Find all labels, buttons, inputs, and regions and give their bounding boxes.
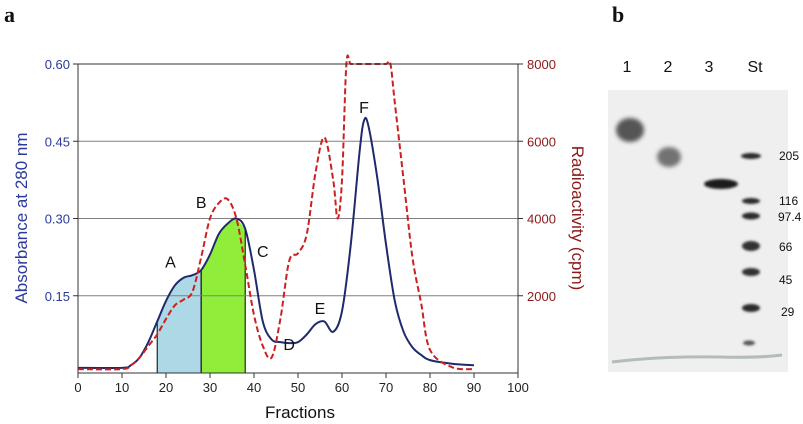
peak-label-f: F — [359, 100, 369, 117]
marker-label-205: 205 — [779, 149, 799, 163]
std-band-45 — [742, 304, 760, 312]
peak-label-c: C — [257, 244, 269, 261]
right-axis-title: Radioactivity (cpm) — [568, 146, 587, 291]
peak-label-e: E — [315, 301, 326, 318]
panel-label-b: b — [612, 2, 624, 27]
lane2-band — [657, 147, 681, 167]
lane-label-1: 1 — [623, 59, 632, 76]
x-tick-label-0: 0 — [74, 380, 81, 395]
lane1-band — [616, 118, 644, 142]
y-right-tick-label-2: 6000 — [527, 134, 556, 149]
panel-label-a: a — [4, 2, 15, 27]
std-band-116 — [742, 198, 760, 204]
tick-labels: 0 10 20 30 40 50 60 70 80 90 100 0.15 0.30 0.45 0.60 20… — [45, 57, 556, 395]
marker-label-97: 97.4 — [778, 210, 802, 224]
x-tick-label-8: 80 — [423, 380, 437, 395]
y-right-tick-label-1: 4000 — [527, 212, 556, 227]
x-tick-label-7: 70 — [379, 380, 393, 395]
std-band-97 — [742, 212, 760, 220]
x-tick-label-10: 100 — [507, 380, 529, 395]
marker-label-116: 116 — [779, 194, 798, 208]
x-axis-title: Fractions — [265, 403, 335, 422]
radioactivity-line — [77, 54, 475, 371]
absorbance-line — [77, 116, 475, 370]
fraction-chart: 0 10 20 30 40 50 60 70 80 90 100 0.15 0.30 0.45 0.60 20… — [12, 54, 587, 422]
x-tick-label-5: 50 — [291, 380, 305, 395]
peak-label-a: A — [165, 254, 176, 271]
x-tick-label-6: 60 — [335, 380, 349, 395]
gel-image: 1 2 3 St 205 116 97.4 66 45 29 — [608, 59, 802, 372]
x-tick-label-3: 30 — [203, 380, 217, 395]
peak-labels: A B C D E F — [165, 100, 369, 354]
lane-label-2: 2 — [664, 59, 673, 76]
x-tick-label-2: 20 — [159, 380, 173, 395]
y-left-tick-label-1: 0.30 — [45, 212, 70, 227]
peak-label-b: B — [196, 195, 207, 212]
lane-label-st: St — [747, 59, 763, 76]
y-right-tick-label-0: 2000 — [527, 289, 556, 304]
marker-label-66: 66 — [779, 240, 793, 254]
gridlines — [78, 63, 518, 297]
marker-label-29: 29 — [781, 305, 795, 319]
y-right-tick-label-3: 8000 — [527, 57, 556, 72]
marker-label-45: 45 — [779, 273, 793, 287]
x-tick-label-4: 40 — [247, 380, 261, 395]
std-band-66 — [742, 241, 760, 251]
std-band-205 — [741, 153, 761, 159]
x-tick-label-1: 10 — [115, 380, 129, 395]
std-band-29 — [743, 340, 755, 346]
axis-ticks — [73, 63, 523, 378]
lane-label-3: 3 — [705, 59, 714, 76]
lane3-band — [704, 179, 738, 189]
y-left-tick-label-2: 0.45 — [45, 134, 70, 149]
dye-front — [611, 353, 783, 364]
left-axis-title: Absorbance at 280 nm — [12, 132, 31, 303]
y-left-tick-label-3: 0.60 — [45, 57, 70, 72]
x-tick-label-9: 90 — [467, 380, 481, 395]
peak-label-d: D — [283, 337, 295, 354]
std-band-66b — [742, 268, 760, 276]
y-left-tick-label-0: 0.15 — [45, 289, 70, 304]
